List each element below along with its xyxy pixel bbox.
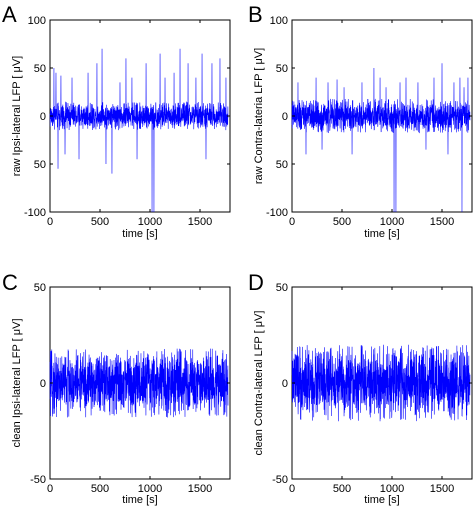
x-axis-label-a: time [s] — [122, 228, 157, 240]
y-tick-label-d-1: 0 — [282, 378, 288, 390]
x-tick-label-c-0: 0 — [47, 483, 53, 495]
x-axis-label-b: time [s] — [364, 228, 399, 240]
x-tick-label-d-0: 0 — [289, 483, 295, 495]
series-line-d — [291, 344, 471, 422]
trace-d — [291, 344, 471, 422]
y-axis-label-b: raw Contra-lateria LFP [ μV] — [253, 48, 265, 184]
y-tick-label-b-3: 50 — [276, 63, 288, 75]
y-tick-label-a-3: 50 — [34, 63, 46, 75]
x-tick-label-b-3: 1500 — [430, 216, 454, 228]
y-tick-label-a-2: 0 — [40, 111, 46, 123]
x-axis-label-d: time [s] — [364, 494, 399, 506]
trace-b — [291, 63, 471, 213]
x-axis-label-c: time [s] — [122, 494, 157, 506]
x-tick-label-c-1: 500 — [91, 483, 109, 495]
y-axis-label-d: clean Contra-lateral LFP [ μV] — [253, 311, 265, 456]
y-tick-label-a-4: 100 — [28, 15, 46, 27]
series-line-c — [49, 348, 229, 418]
y-tick-label-b-2: 0 — [282, 111, 288, 123]
x-tick-label-b-2: 1000 — [380, 216, 404, 228]
y-tick-label-c-0: -50 — [30, 474, 46, 486]
y-axis-label-c: clean Ipsi-lateral LFP [ μV] — [11, 318, 23, 447]
x-tick-label-b-1: 500 — [333, 216, 351, 228]
panel-letter-a: A — [2, 2, 17, 27]
y-tick-label-b-4: 100 — [270, 15, 288, 27]
x-tick-label-c-2: 1000 — [138, 483, 162, 495]
panel-letter-c: C — [2, 270, 18, 295]
y-tick-label-d-0: -50 — [272, 474, 288, 486]
trace-c — [49, 348, 229, 418]
series-line-b — [291, 63, 471, 213]
y-tick-label-c-2: 50 — [34, 282, 46, 294]
y-tick-label-d-2: 50 — [276, 282, 288, 294]
y-tick-label-c-1: 0 — [40, 378, 46, 390]
y-tick-label-a-0: -100 — [24, 207, 46, 219]
y-axis-label-a: raw Ipsi-lateral LFP [ μV] — [11, 56, 23, 176]
x-tick-label-a-1: 500 — [91, 216, 109, 228]
series-line-a — [49, 48, 229, 213]
x-tick-label-a-3: 1500 — [188, 216, 212, 228]
x-tick-label-b-0: 0 — [289, 216, 295, 228]
panel-letter-d: D — [248, 270, 264, 295]
x-tick-label-a-2: 1000 — [138, 216, 162, 228]
x-tick-label-d-2: 1000 — [380, 483, 404, 495]
x-tick-label-a-0: 0 — [47, 216, 53, 228]
x-tick-label-d-1: 500 — [333, 483, 351, 495]
x-tick-label-d-3: 1500 — [430, 483, 454, 495]
trace-a — [49, 48, 229, 213]
panel-letter-b: B — [248, 2, 263, 27]
x-tick-label-c-3: 1500 — [188, 483, 212, 495]
y-tick-label-a-1: 50 — [34, 159, 46, 171]
y-tick-label-b-1: 50 — [276, 159, 288, 171]
y-tick-label-b-0: -100 — [266, 207, 288, 219]
